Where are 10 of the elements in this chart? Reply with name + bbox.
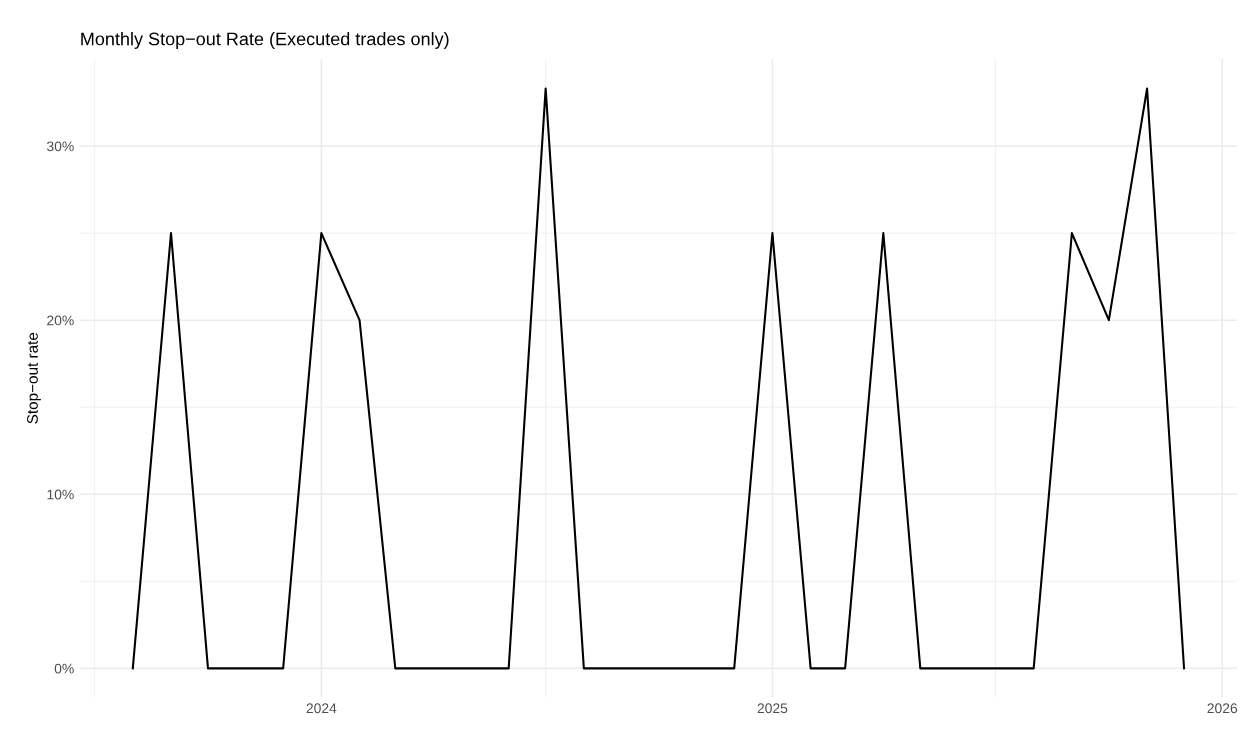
y-tick-label: 0% (54, 663, 74, 674)
x-tick-label: 2024 (306, 703, 337, 714)
y-tick-label: 30% (46, 141, 74, 152)
line-series (131, 87, 1186, 670)
chart-title: Monthly Stop−out Rate (Executed trades only) (81, 32, 449, 49)
y-axis-title: Stop−out rate (27, 332, 41, 424)
x-tick-label: 2026 (1207, 703, 1238, 714)
x-tick-label: 2025 (757, 703, 788, 714)
y-tick-label: 20% (47, 315, 74, 326)
y-tick-label: 10% (47, 489, 74, 500)
